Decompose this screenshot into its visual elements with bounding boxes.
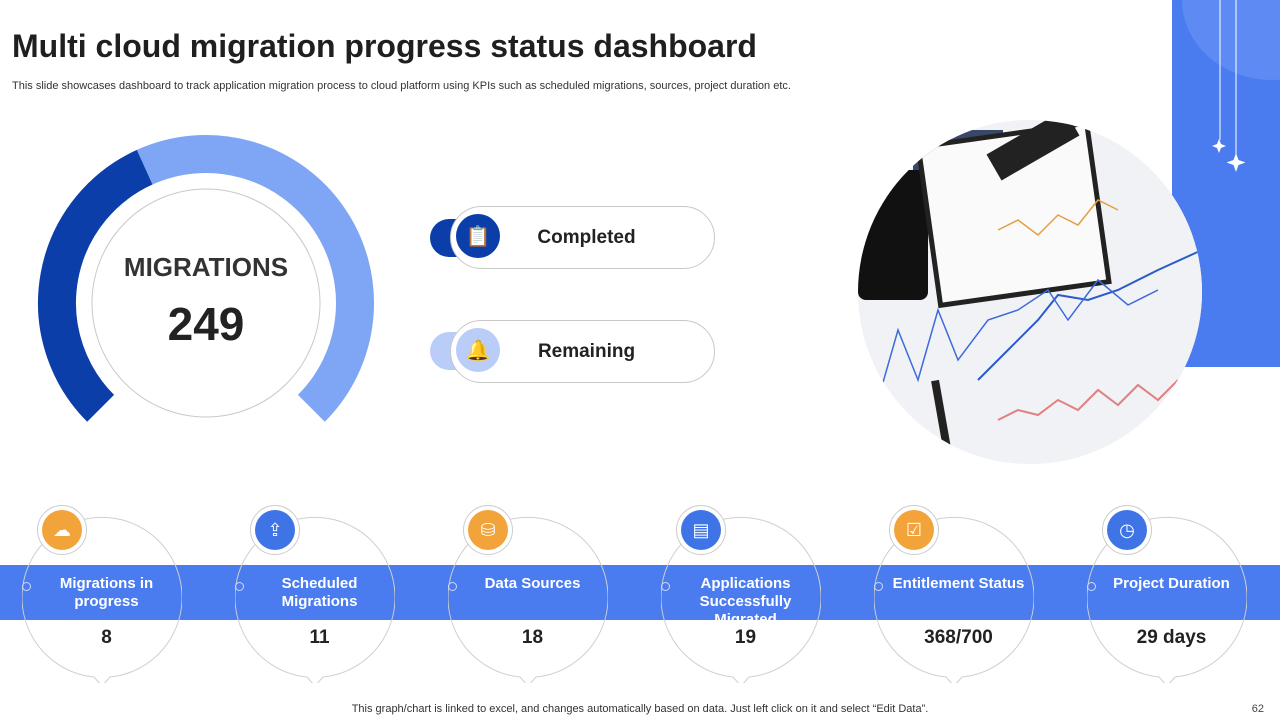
kpi-dot: [661, 582, 670, 591]
kpi-card: ☁ Migrations in progress 8: [0, 505, 213, 685]
kpi-card: ⛁ Data Sources 18: [426, 505, 639, 685]
kpi-ring: [448, 516, 608, 683]
legend-completed: Completed: [450, 206, 715, 269]
migrations-gauge: MIGRATIONS 249: [38, 135, 374, 422]
gauge-center: [91, 188, 321, 418]
sparkle-icon: [1212, 0, 1246, 172]
kpi-value: 11: [309, 627, 330, 648]
kpi-value: 8: [101, 627, 112, 648]
gauge-total: 249: [168, 298, 245, 350]
kpi-dot: [1087, 582, 1096, 591]
kpi-ring: [235, 516, 395, 683]
kpi-label: Applications Successfully Migrated: [699, 575, 792, 628]
kpi-dot: [874, 582, 883, 591]
cloud-laptop-icon: ☁: [37, 505, 87, 555]
kpi-value: 368/700: [924, 627, 993, 648]
kpi-label: Project Duration: [1113, 575, 1230, 592]
legend-completed-label: Completed: [537, 227, 636, 248]
checklist-icon: ☑: [889, 505, 939, 555]
page-title: Multi cloud migration progress status da…: [12, 28, 757, 64]
kpi-dot: [235, 582, 244, 591]
kpi-card: ⇪ Scheduled Migrations 11: [213, 505, 426, 685]
app-window-icon: ▤: [676, 505, 726, 555]
document-check-icon: 📋: [456, 214, 500, 258]
kpi-value: 29 days: [1136, 627, 1207, 648]
kpi-ring: [1087, 516, 1247, 683]
footer-note: This graph/chart is linked to excel, and…: [351, 703, 929, 715]
kpi-ring: [874, 516, 1034, 683]
kpi-ring: [22, 516, 182, 683]
kpi-dot: [448, 582, 457, 591]
kpi-label: Data Sources: [484, 575, 581, 592]
calendar-clock-icon: ◷: [1102, 505, 1152, 555]
kpi-label: Scheduled Migrations: [281, 575, 358, 610]
kpi-label: Entitlement Status: [892, 575, 1025, 592]
kpi-band: [0, 565, 1280, 620]
kpi-value: 19: [734, 627, 757, 648]
analytics-photo: [858, 120, 1202, 464]
kpi-ring: [661, 516, 821, 683]
page-number: 62: [1251, 703, 1264, 715]
bell-chat-icon: 🔔: [456, 328, 500, 372]
database-gear-icon: ⛁: [463, 505, 513, 555]
gauge-label: MIGRATIONS: [124, 252, 288, 282]
kpi-card: ☑ Entitlement Status 368/700: [852, 505, 1065, 685]
gauge-remaining-arc: [136, 135, 374, 422]
gauge-completed-arc: [38, 149, 153, 422]
legend-remaining-label: Remaining: [537, 341, 636, 362]
kpi-card: ◷ Project Duration 29 days: [1065, 505, 1278, 685]
cloud-upload-icon: ⇪: [250, 505, 300, 555]
kpi-value: 18: [521, 627, 544, 648]
page-subtitle: This slide showcases dashboard to track …: [12, 80, 791, 92]
kpi-dot: [22, 582, 31, 591]
kpi-label: Migrations in progress: [59, 575, 154, 610]
kpi-card: ▤ Applications Successfully Migrated 19: [639, 505, 852, 685]
